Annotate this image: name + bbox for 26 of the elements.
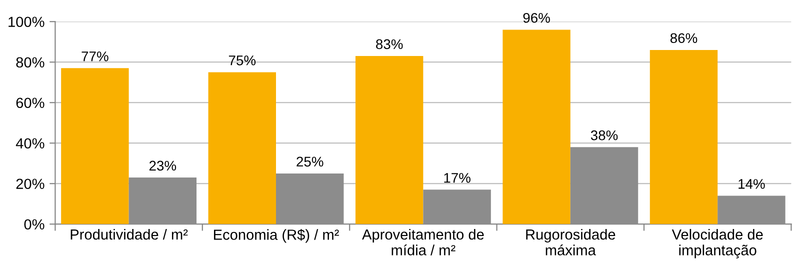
bar [650, 50, 718, 224]
x-tick-label: Aproveitamento de mídia / m² [362, 228, 484, 256]
y-tick-label: 60% [16, 98, 44, 108]
data-label: 25% [296, 156, 324, 167]
data-label: 17% [444, 172, 470, 183]
data-label: 96% [523, 12, 550, 23]
data-label: 86% [670, 33, 698, 44]
data-label: 77% [82, 51, 108, 62]
data-label: 14% [738, 179, 765, 189]
x-tick-label: Economia (R$) / m² [214, 228, 339, 243]
y-tick-label: 0% [24, 219, 44, 230]
bar [61, 68, 129, 224]
x-tick-label: Velocidade de implantação [672, 228, 763, 258]
x-tick-label: Produtividade / m² [70, 228, 188, 240]
y-tick-label: 80% [16, 57, 44, 68]
y-tick-label: 100% [8, 16, 44, 28]
bar [355, 56, 424, 224]
data-label: 75% [228, 56, 256, 66]
y-tick-label: 20% [16, 178, 44, 190]
data-label: 23% [149, 160, 176, 171]
bar [502, 30, 570, 224]
data-label: 38% [590, 130, 618, 140]
y-tick-label: 40% [16, 138, 44, 149]
data-label: 83% [376, 39, 403, 50]
x-tick-label: Rugorosidade máxima [526, 228, 616, 256]
bar [208, 72, 276, 224]
